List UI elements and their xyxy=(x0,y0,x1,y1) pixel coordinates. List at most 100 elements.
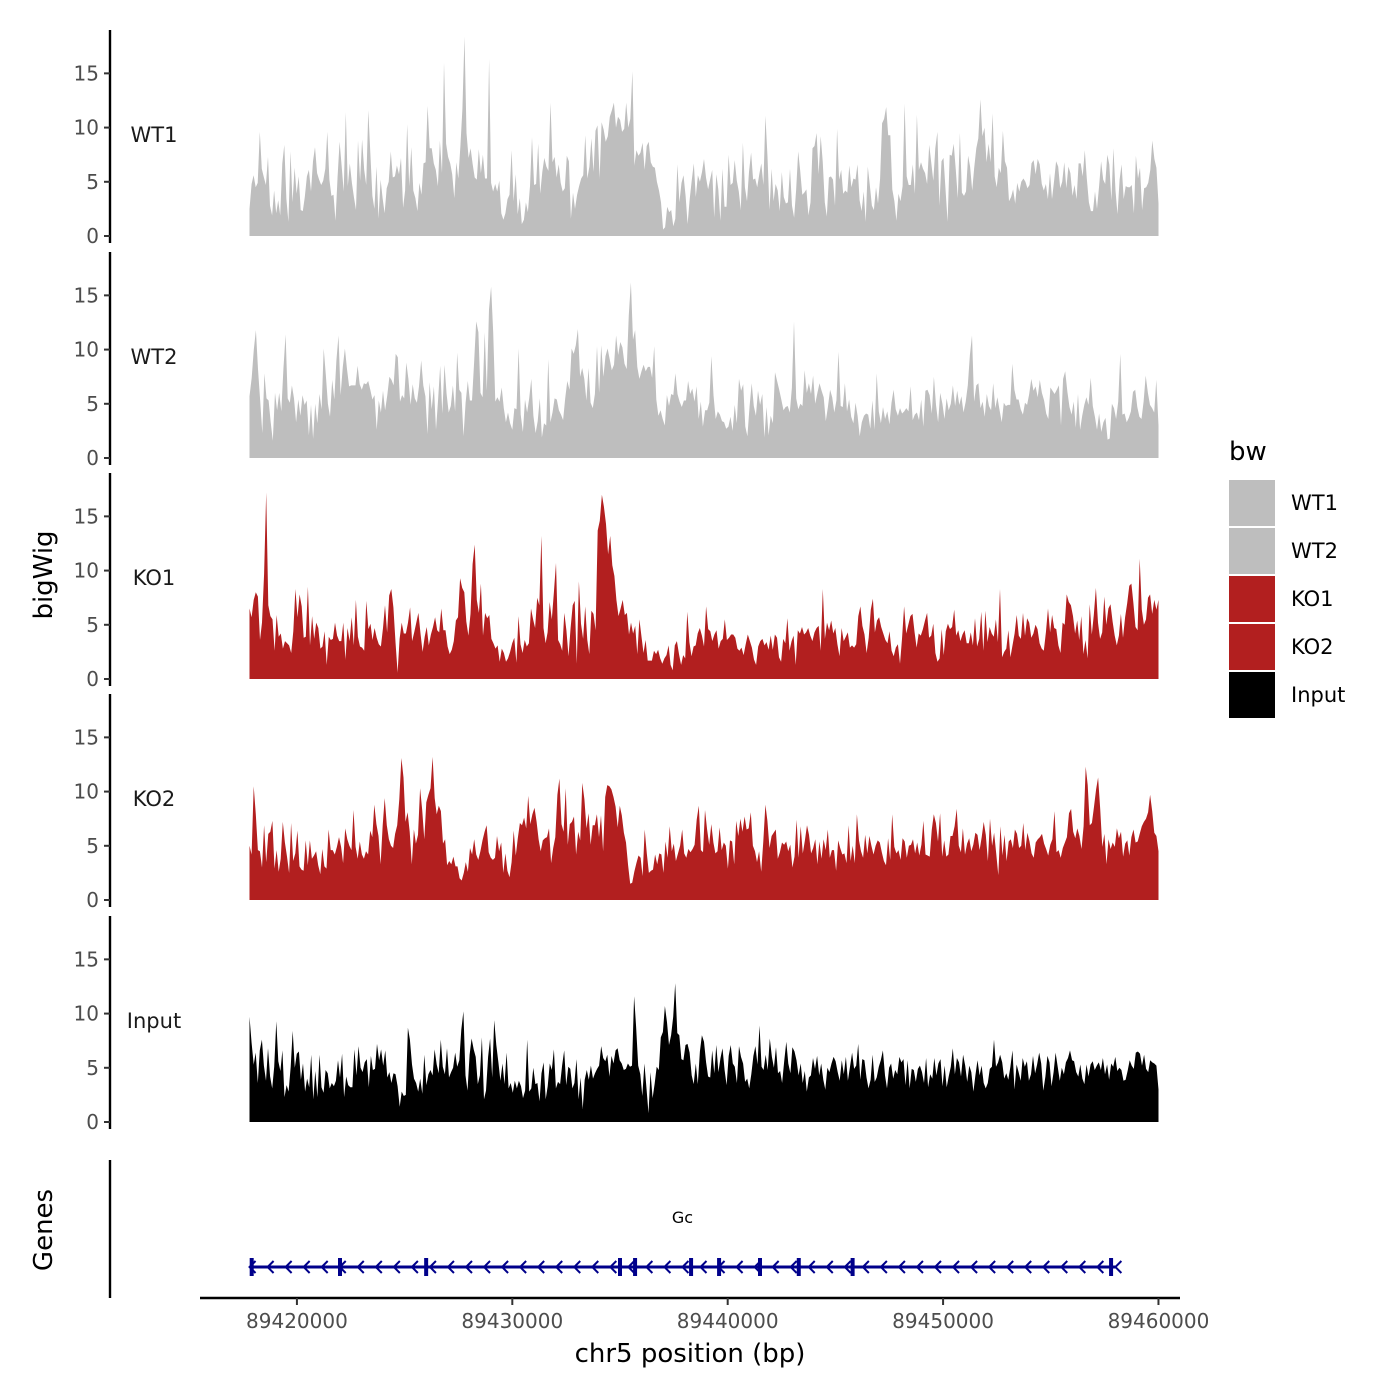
y-tick-label-wt1-10: 10 xyxy=(74,116,99,140)
legend-label-ko2: KO2 xyxy=(1291,635,1334,659)
y-tick-label-ko1-15: 15 xyxy=(74,504,99,528)
y-tick-label-wt2-10: 10 xyxy=(74,338,99,362)
strand-arrow xyxy=(879,1260,888,1274)
strand-arrow xyxy=(843,1260,852,1274)
x-axis: 89420000 89430000 89440000 89450000 89460000 xyxy=(200,1296,1210,1333)
x-tick-label: 89450000 xyxy=(892,1309,994,1333)
strand-arrow xyxy=(1077,1260,1087,1274)
y-tick-label-input-5: 5 xyxy=(86,1056,99,1080)
legend-label-wt2: WT2 xyxy=(1291,539,1338,563)
y-tick-label-wt2-15: 15 xyxy=(74,283,99,307)
strand-arrow xyxy=(302,1260,311,1274)
legend-swatch-wt1 xyxy=(1229,480,1275,526)
strand-arrow xyxy=(572,1260,581,1274)
track-label-input: Input xyxy=(127,1009,181,1033)
strand-arrow xyxy=(771,1260,780,1274)
y-tick-label-ko2-5: 5 xyxy=(86,834,99,858)
legend-swatch-ko1 xyxy=(1229,576,1275,622)
gene-exon xyxy=(850,1258,855,1276)
signal-area-ko2 xyxy=(249,756,1159,900)
y-tick-label-wt1-15: 15 xyxy=(74,61,99,85)
y-tick-label-wt2-5: 5 xyxy=(86,392,99,416)
track-wt1: 0 5 10 15 WT1 xyxy=(74,30,1159,248)
x-tick-label: 89430000 xyxy=(461,1309,563,1333)
gene-exon xyxy=(424,1258,429,1276)
y-tick-label-wt2-0: 0 xyxy=(86,446,99,470)
gene-axis-title: Genes xyxy=(29,1189,59,1271)
track-label-ko2: KO2 xyxy=(133,787,176,811)
strand-arrow xyxy=(464,1260,473,1274)
strand-arrow xyxy=(1095,1260,1105,1274)
strand-arrow xyxy=(735,1260,744,1274)
strand-arrow xyxy=(663,1260,672,1274)
strand-arrow xyxy=(789,1260,798,1274)
x-tick-label: 89440000 xyxy=(677,1309,779,1333)
gene-exon xyxy=(717,1258,722,1276)
y-tick-label-wt1-0: 0 xyxy=(86,224,99,248)
strand-arrow xyxy=(1023,1260,1032,1274)
strand-arrow xyxy=(969,1260,978,1274)
gene-label: Gc xyxy=(672,1208,693,1227)
strand-arrow xyxy=(861,1260,870,1274)
y-tick-label-ko1-5: 5 xyxy=(86,613,99,637)
strand-arrow xyxy=(807,1260,816,1274)
strand-arrow xyxy=(518,1260,527,1274)
x-tick-label: 89460000 xyxy=(1108,1309,1210,1333)
gene-exon xyxy=(338,1258,342,1276)
x-axis-title: chr5 position (bp) xyxy=(575,1339,806,1369)
gene-exon xyxy=(249,1258,254,1276)
y-tick-label-ko2-15: 15 xyxy=(74,725,99,749)
signal-tracks: 0 5 10 15 WT1 0 5 10 15 WT2 0 5 10 15 KO1 0 5 10 15 KO2 0 5 10… xyxy=(74,30,1159,1134)
y-tick-label-input-0: 0 xyxy=(86,1110,99,1134)
gene-track: Gc xyxy=(108,1160,1123,1298)
legend-label-wt1: WT1 xyxy=(1291,491,1338,515)
track-label-ko1: KO1 xyxy=(133,566,176,590)
strand-arrow xyxy=(608,1260,618,1274)
track-ko2: 0 5 10 15 KO2 xyxy=(74,694,1159,912)
strand-arrow xyxy=(536,1260,545,1274)
strand-arrow xyxy=(1041,1260,1050,1274)
legend-label-ko1: KO1 xyxy=(1291,587,1334,611)
gene-exon xyxy=(758,1258,762,1276)
track-wt2: 0 5 10 15 WT2 xyxy=(74,252,1159,470)
signal-area-wt1 xyxy=(249,36,1159,236)
y-tick-label-input-15: 15 xyxy=(74,947,99,971)
legend-label-input: Input xyxy=(1291,683,1345,707)
strand-arrow xyxy=(266,1260,275,1274)
track-label-wt2: WT2 xyxy=(131,345,178,369)
y-tick-label-ko1-0: 0 xyxy=(86,667,99,691)
strand-arrow xyxy=(1005,1260,1014,1274)
strand-arrow xyxy=(1059,1260,1068,1274)
strand-arrow xyxy=(356,1260,365,1274)
y-tick-label-ko1-10: 10 xyxy=(74,559,99,583)
track-label-wt1: WT1 xyxy=(131,123,178,147)
strand-arrow xyxy=(554,1260,563,1274)
strand-arrow xyxy=(987,1260,996,1274)
x-tick-label: 89420000 xyxy=(246,1309,348,1333)
gene-exon xyxy=(633,1258,638,1276)
y-tick-label-input-10: 10 xyxy=(74,1002,99,1026)
gene-exon xyxy=(689,1258,694,1276)
strand-arrow xyxy=(374,1260,383,1274)
strand-arrow xyxy=(699,1260,708,1274)
gene-exon xyxy=(618,1258,622,1276)
strand-arrow xyxy=(500,1260,509,1274)
strand-arrow xyxy=(915,1260,924,1274)
strand-arrow xyxy=(1113,1260,1123,1274)
legend-swatch-ko2 xyxy=(1229,624,1275,670)
strand-arrow xyxy=(410,1260,419,1274)
strand-arrow xyxy=(681,1260,690,1274)
strand-arrow xyxy=(626,1260,636,1274)
strand-arrow xyxy=(320,1260,329,1274)
y-tick-label-ko2-0: 0 xyxy=(86,888,99,912)
strand-arrow xyxy=(933,1260,942,1274)
y-tick-label-ko2-10: 10 xyxy=(74,780,99,804)
track-ko1: 0 5 10 15 KO1 xyxy=(74,473,1159,691)
strand-arrow xyxy=(590,1260,599,1274)
gene-exon xyxy=(796,1258,801,1276)
legend-title: bw xyxy=(1229,437,1267,467)
strand-arrow xyxy=(392,1260,401,1274)
strand-arrow xyxy=(284,1260,293,1274)
y-tick-label-wt1-5: 5 xyxy=(86,170,99,194)
strand-arrow xyxy=(482,1260,491,1274)
